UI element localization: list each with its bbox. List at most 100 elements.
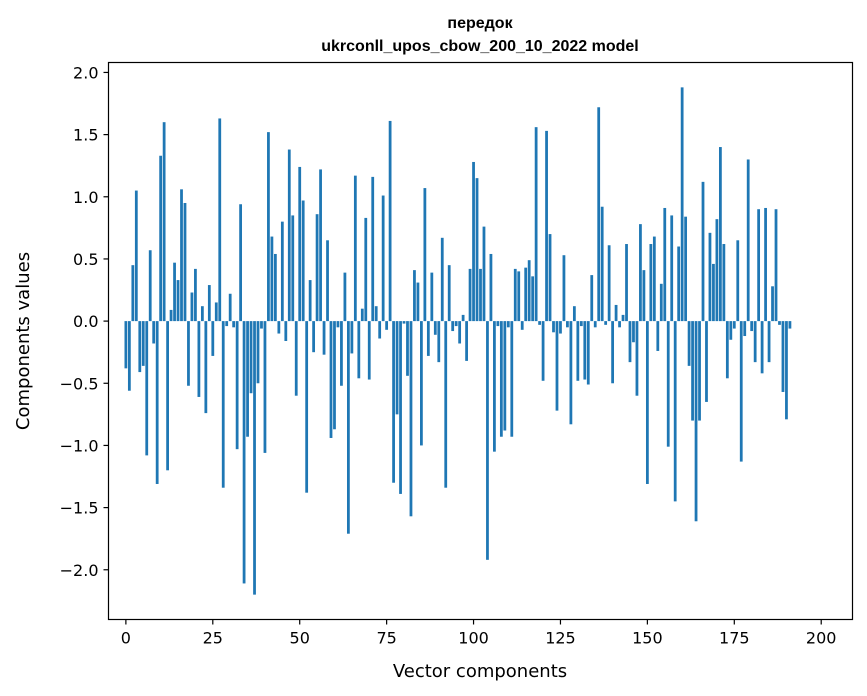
- bar: [680, 87, 684, 322]
- bar: [541, 321, 545, 381]
- bar: [524, 267, 528, 322]
- plot-frame: [107, 61, 854, 621]
- bar: [200, 306, 204, 322]
- bar: [739, 321, 743, 462]
- y-tick-label: 2.0: [73, 63, 98, 82]
- bar: [743, 321, 747, 337]
- bar: [757, 209, 761, 322]
- bar: [371, 176, 375, 322]
- bar: [360, 308, 364, 322]
- bar: [207, 285, 211, 322]
- y-tick-label: 1.0: [73, 188, 98, 207]
- bar: [715, 219, 719, 322]
- bar: [423, 188, 427, 322]
- bar: [645, 321, 649, 484]
- bar: [392, 321, 395, 483]
- bar: [548, 234, 552, 322]
- bar: [253, 321, 256, 595]
- bar: [482, 226, 486, 322]
- bar: [256, 321, 260, 384]
- bar: [778, 321, 781, 325]
- bar: [291, 215, 295, 322]
- bar: [420, 321, 423, 446]
- bar: [148, 250, 152, 322]
- bar: [475, 178, 479, 322]
- bar: [263, 321, 267, 453]
- bar: [451, 321, 455, 332]
- bar: [385, 321, 389, 330]
- bar: [611, 321, 615, 384]
- y-axis-label: Components values: [13, 252, 34, 430]
- y-tick-label: −1.0: [60, 436, 99, 455]
- bar: [176, 280, 180, 322]
- bar: [221, 321, 225, 488]
- bar: [583, 321, 587, 380]
- bar: [513, 268, 517, 322]
- bar: [458, 321, 462, 344]
- bar: [287, 149, 291, 322]
- bar: [322, 321, 326, 355]
- x-tick-label: 200: [806, 629, 837, 648]
- bar: [173, 262, 176, 322]
- bar: [346, 321, 350, 534]
- x-tick-label: 25: [203, 629, 223, 648]
- bar: [409, 321, 413, 517]
- bar: [166, 321, 169, 471]
- bar: [510, 321, 514, 437]
- bar: [659, 283, 663, 322]
- bar: [388, 120, 392, 322]
- bar: [155, 321, 159, 484]
- bar: [698, 321, 701, 421]
- bar: [214, 302, 218, 322]
- bar: [538, 321, 541, 325]
- bar: [597, 107, 601, 322]
- bar: [545, 130, 548, 322]
- bar: [326, 240, 329, 322]
- bar: [239, 204, 243, 322]
- bar: [218, 118, 222, 322]
- bar: [656, 321, 660, 351]
- bar: [486, 321, 489, 560]
- bar: [552, 321, 555, 333]
- bar: [499, 321, 503, 437]
- x-tick-label: 175: [719, 629, 750, 648]
- bar: [270, 236, 274, 322]
- bar: [378, 321, 382, 339]
- bar: [666, 321, 670, 447]
- bar: [753, 321, 757, 363]
- bar: [625, 244, 628, 322]
- bar: [416, 282, 420, 322]
- bar: [781, 321, 785, 392]
- bar: [562, 255, 566, 322]
- bar: [312, 321, 316, 353]
- bar: [367, 321, 371, 380]
- bar: [479, 268, 482, 322]
- x-axis-ticks: 0 25 50 75 100 125 150 175 200: [121, 619, 837, 648]
- bar: [718, 147, 722, 322]
- bar: [593, 321, 597, 328]
- bar: [440, 237, 444, 322]
- x-tick-label: 150: [632, 629, 663, 648]
- bar: [673, 321, 677, 502]
- bar: [764, 207, 767, 322]
- bar: [489, 253, 493, 322]
- bar: [729, 321, 733, 340]
- x-tick-label: 100: [458, 629, 489, 648]
- bar: [169, 309, 173, 322]
- bar: [694, 321, 698, 522]
- bar: [406, 321, 409, 376]
- bar: [531, 276, 535, 322]
- bar: [517, 271, 521, 322]
- bar: [162, 122, 166, 322]
- bar: [333, 321, 336, 430]
- x-tick-label: 125: [545, 629, 576, 648]
- bar: [684, 216, 688, 322]
- bar: [141, 321, 145, 366]
- bar: [503, 321, 507, 431]
- y-tick-label: −1.5: [60, 499, 99, 518]
- bar: [677, 246, 681, 322]
- bar: [187, 321, 190, 386]
- bar: [183, 202, 187, 322]
- bar: [604, 321, 608, 325]
